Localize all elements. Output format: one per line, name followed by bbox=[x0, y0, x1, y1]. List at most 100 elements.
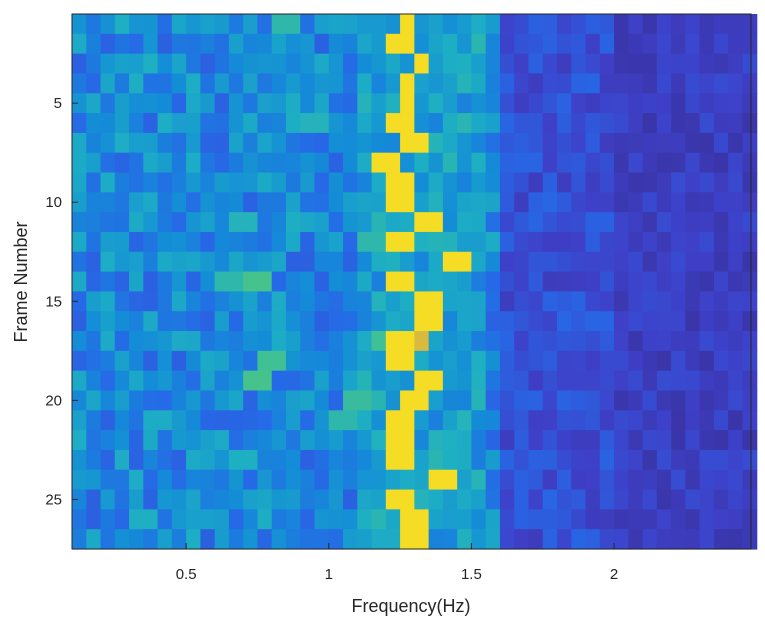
heatmap-cell bbox=[485, 231, 501, 253]
heatmap-cell bbox=[385, 390, 401, 411]
heatmap-cell bbox=[742, 430, 758, 451]
heatmap-cell bbox=[742, 152, 758, 174]
heatmap-cell bbox=[257, 390, 273, 411]
heatmap-cell bbox=[656, 73, 672, 94]
heatmap-cell bbox=[314, 390, 330, 411]
heatmap-cell bbox=[200, 449, 216, 471]
heatmap-cell bbox=[271, 132, 287, 154]
heatmap-cell bbox=[285, 331, 301, 352]
heatmap-cell bbox=[728, 489, 744, 510]
heatmap-cell bbox=[628, 132, 644, 154]
heatmap-cell bbox=[86, 390, 102, 411]
heatmap-cell bbox=[628, 390, 644, 411]
heatmap-cell bbox=[400, 529, 415, 550]
heatmap-cell bbox=[343, 172, 358, 193]
heatmap-cell bbox=[656, 311, 672, 332]
heatmap-cell bbox=[200, 410, 216, 431]
heatmap-cell bbox=[171, 33, 187, 55]
heatmap-cell bbox=[143, 231, 159, 253]
heatmap-cell bbox=[400, 410, 415, 431]
heatmap-cell bbox=[457, 93, 473, 114]
heatmap-cell bbox=[542, 53, 558, 75]
heatmap-cell bbox=[214, 73, 230, 94]
heatmap-cell bbox=[228, 430, 244, 451]
heatmap-cell bbox=[343, 251, 358, 273]
heatmap-cell bbox=[186, 509, 201, 530]
heatmap-cell bbox=[699, 271, 715, 292]
heatmap-cell bbox=[86, 469, 102, 491]
heatmap-cell bbox=[742, 311, 758, 332]
heatmap-cell bbox=[186, 529, 201, 550]
heatmap-cell bbox=[485, 370, 501, 392]
heatmap-cell bbox=[328, 53, 344, 75]
heatmap-cell bbox=[214, 390, 230, 411]
heatmap-cell bbox=[528, 271, 544, 292]
heatmap-cell bbox=[671, 311, 686, 332]
heatmap-cell bbox=[371, 489, 387, 510]
heatmap-cell bbox=[357, 212, 373, 233]
heatmap-cell bbox=[557, 231, 572, 253]
heatmap-cell bbox=[228, 14, 244, 35]
heatmap-cell bbox=[485, 509, 501, 530]
heatmap-cell bbox=[328, 430, 344, 451]
heatmap-cell bbox=[457, 53, 473, 75]
heatmap-cell bbox=[457, 192, 473, 213]
heatmap-cell bbox=[114, 469, 130, 491]
heatmap-cell bbox=[314, 152, 330, 174]
heatmap-cell bbox=[328, 469, 344, 491]
heatmap-cell bbox=[371, 390, 387, 411]
heatmap-cell bbox=[485, 449, 501, 471]
heatmap-cell bbox=[300, 231, 316, 253]
heatmap-cell bbox=[585, 152, 601, 174]
heatmap-cell bbox=[428, 152, 444, 174]
heatmap-cell bbox=[371, 251, 387, 273]
heatmap-cell bbox=[200, 430, 216, 451]
heatmap-cell bbox=[343, 53, 358, 75]
heatmap-cell bbox=[100, 430, 116, 451]
heatmap-cell bbox=[642, 14, 658, 35]
heatmap-cell bbox=[86, 152, 102, 174]
heatmap-cell bbox=[571, 212, 587, 233]
heatmap-cell bbox=[628, 73, 644, 94]
heatmap-cell bbox=[713, 93, 729, 114]
heatmap-cell bbox=[471, 14, 487, 35]
heatmap-cell bbox=[742, 93, 758, 114]
heatmap-cell bbox=[713, 33, 729, 55]
heatmap-cell bbox=[414, 509, 430, 530]
heatmap-cell bbox=[314, 529, 330, 550]
heatmap-cell bbox=[414, 33, 430, 55]
heatmap-cell bbox=[314, 251, 330, 273]
heatmap-cell bbox=[157, 449, 173, 471]
heatmap-cell bbox=[442, 93, 458, 114]
heatmap-cell bbox=[485, 33, 501, 55]
heatmap-cell bbox=[514, 113, 530, 134]
y-tick-label: 10 bbox=[45, 194, 62, 211]
heatmap-cell bbox=[742, 53, 758, 75]
heatmap-cell bbox=[171, 370, 187, 392]
heatmap-cell bbox=[214, 152, 230, 174]
heatmap-cell bbox=[357, 509, 373, 530]
heatmap-cell bbox=[114, 93, 130, 114]
heatmap-cell bbox=[271, 449, 287, 471]
heatmap-cell bbox=[571, 430, 587, 451]
heatmap-cell bbox=[685, 350, 701, 372]
heatmap-cell bbox=[571, 331, 587, 352]
heatmap-cell bbox=[571, 291, 587, 312]
heatmap-cell bbox=[499, 529, 515, 550]
heatmap-cell bbox=[228, 192, 244, 213]
heatmap-cell bbox=[100, 271, 116, 292]
heatmap-cell bbox=[628, 172, 644, 193]
heatmap-cell bbox=[485, 132, 501, 154]
heatmap-cell bbox=[400, 231, 415, 253]
x-tick-label: 1.5 bbox=[461, 566, 482, 583]
heatmap-cell bbox=[114, 33, 130, 55]
heatmap-cell bbox=[100, 132, 116, 154]
heatmap-cell bbox=[343, 370, 358, 392]
heatmap-cell bbox=[728, 132, 744, 154]
heatmap-cell bbox=[86, 331, 102, 352]
heatmap-cell bbox=[200, 73, 216, 94]
heatmap-cell bbox=[143, 370, 159, 392]
heatmap-cell bbox=[713, 390, 729, 411]
heatmap-cell bbox=[499, 271, 515, 292]
heatmap-cell bbox=[385, 132, 401, 154]
